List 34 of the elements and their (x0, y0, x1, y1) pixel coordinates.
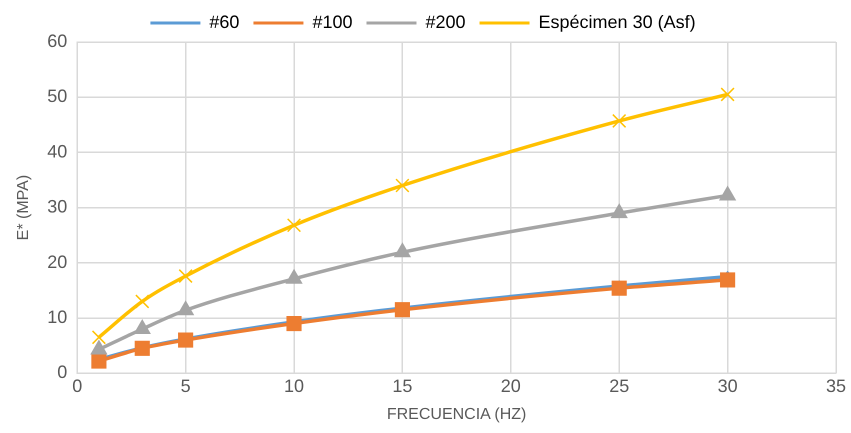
point (92, 330, 106, 344)
x-axis-title: FRECUENCIA (HZ) (386, 406, 526, 423)
x-tick-label: 5 (180, 376, 191, 396)
point (286, 218, 302, 232)
x-tick-label: 35 (826, 376, 846, 396)
x-tick-label: 0 (72, 376, 82, 396)
legend-label: #200 (425, 12, 466, 32)
x-tick-label: 15 (392, 376, 412, 396)
point (135, 294, 150, 309)
point (394, 302, 410, 318)
point (91, 353, 106, 369)
point (178, 332, 194, 348)
point (178, 268, 193, 284)
y-tick-label: 30 (47, 196, 68, 217)
legend-label: Espécimen 30 (Asf) (538, 12, 696, 32)
legend-label: #100 (312, 12, 352, 32)
point (612, 280, 627, 296)
point (720, 87, 735, 102)
x-tick-label: 20 (500, 376, 521, 396)
x-tick-label: 30 (718, 376, 738, 396)
y-tick-label: 60 (47, 30, 68, 51)
y-tick-label: 10 (47, 306, 68, 327)
point (612, 114, 626, 128)
y-tick-label: 40 (47, 141, 68, 162)
point (720, 272, 736, 288)
x-tick-label: 25 (609, 376, 630, 396)
y-axis-title: E* (MPA) (15, 174, 32, 240)
y-tick-label: 50 (47, 86, 68, 106)
legend-label: #60 (209, 12, 240, 32)
y-tick-label: 0 (57, 362, 68, 382)
x-tick-label: 10 (284, 376, 304, 396)
y-tick-label: 20 (47, 252, 68, 272)
point (286, 316, 302, 332)
point (395, 178, 410, 193)
